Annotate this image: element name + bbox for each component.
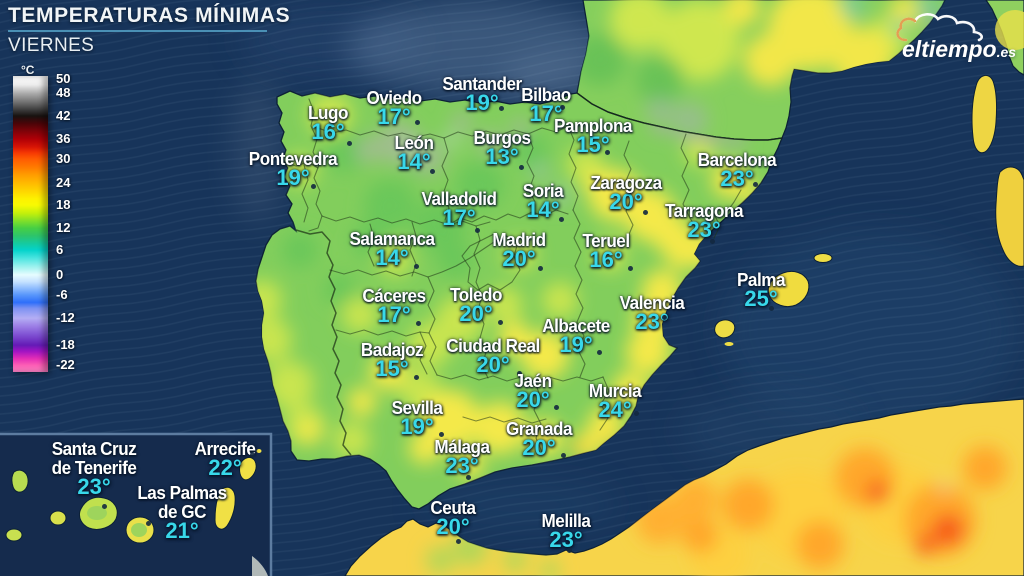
country-borders: [295, 92, 783, 456]
province-borders: [282, 98, 742, 453]
inset-corner-glare: [252, 556, 268, 576]
eltiempo-logo: eltiempo.es: [888, 12, 1022, 62]
france-landmass: [576, 0, 946, 141]
day-subtitle: VIERNES: [8, 35, 95, 56]
logo-text: eltiempo.es: [902, 36, 1016, 63]
sardinia-island: [995, 166, 1024, 267]
iberia-landmass: [255, 90, 783, 510]
italy-coast: [985, 0, 1024, 76]
canary-inset: [0, 432, 273, 576]
canary-islands: [5, 449, 262, 544]
logo-main-text: eltiempo: [902, 36, 997, 62]
logo-suffix-text: .es: [996, 44, 1017, 60]
cloud-icon: [896, 13, 983, 42]
page-title: TEMPERATURAS MÍNIMAS: [8, 4, 291, 27]
balearic-islands: [714, 253, 833, 346]
header: TEMPERATURAS MÍNIMAS VIERNES: [8, 5, 290, 56]
title-underline: [8, 30, 267, 32]
corsica-island: [971, 74, 998, 154]
